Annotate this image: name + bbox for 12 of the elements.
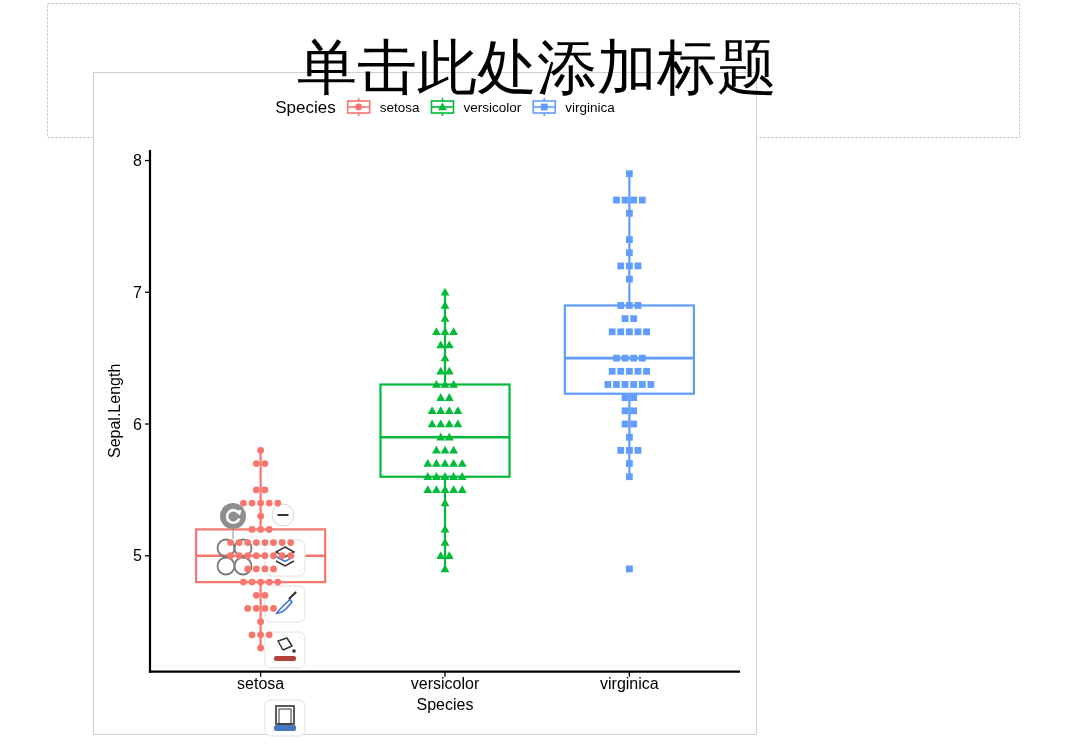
x-tick-label: virginica — [600, 675, 659, 692]
y-tick-label: 6 — [133, 415, 143, 433]
y-tick-label: 7 — [133, 283, 143, 301]
x-tick-label: setosa — [237, 675, 285, 692]
y-tick-label: 5 — [133, 547, 143, 565]
xlabel: Species — [416, 696, 474, 713]
legend-label: virginica — [565, 100, 616, 115]
ylabel: Sepal.Length — [106, 363, 123, 458]
legend-label: versicolor — [463, 100, 522, 115]
legend-label: setosa — [379, 100, 420, 115]
y-tick-label: 8 — [133, 152, 143, 170]
x-tick-label: versicolor — [410, 675, 480, 692]
